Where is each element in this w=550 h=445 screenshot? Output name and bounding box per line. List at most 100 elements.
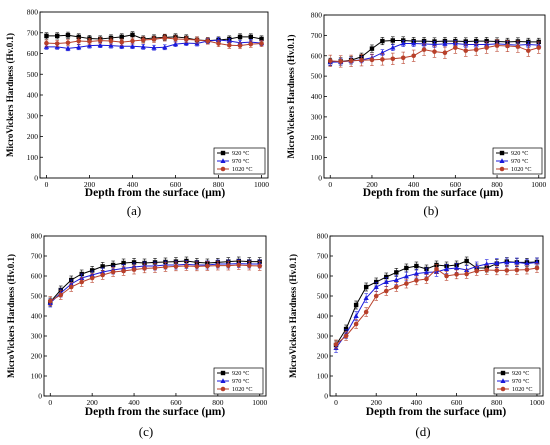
y-tick-label: 300 bbox=[31, 332, 43, 341]
data-point bbox=[383, 279, 389, 284]
x-tick-label: 200 bbox=[87, 398, 99, 407]
data-point bbox=[172, 41, 179, 47]
y-tick-label: 700 bbox=[31, 252, 43, 261]
y-tick-label: 400 bbox=[27, 91, 39, 100]
x-tick-label: 1000 bbox=[529, 398, 544, 407]
data-point bbox=[514, 259, 520, 265]
data-point bbox=[390, 44, 396, 50]
chart-panel-b: 0 100 200 300 400 500 600 700 800 0 200 400 600 800 10… bbox=[280, 0, 550, 222]
legend-marker bbox=[220, 370, 226, 376]
data-point bbox=[421, 47, 427, 52]
data-point bbox=[363, 295, 369, 300]
data-point bbox=[97, 38, 103, 43]
y-tick-label: 700 bbox=[311, 31, 323, 40]
data-point bbox=[216, 41, 221, 46]
x-tick-label: 400 bbox=[408, 180, 420, 189]
y-tick-label: 600 bbox=[311, 51, 323, 60]
data-point bbox=[393, 277, 399, 282]
data-point bbox=[151, 37, 157, 42]
data-point bbox=[363, 284, 369, 290]
caption-b: (b) bbox=[423, 203, 439, 218]
data-point bbox=[110, 262, 116, 268]
data-point bbox=[54, 41, 60, 46]
data-point bbox=[119, 34, 124, 40]
data-point bbox=[65, 45, 71, 51]
x-tick-label: 600 bbox=[170, 398, 182, 407]
data-point bbox=[383, 288, 389, 294]
data-point bbox=[131, 267, 137, 272]
data-point bbox=[514, 267, 520, 273]
data-point bbox=[504, 268, 510, 273]
y-tick-label: 200 bbox=[27, 132, 39, 141]
y-tick-label: 400 bbox=[311, 92, 323, 101]
data-point bbox=[173, 36, 178, 42]
data-point bbox=[474, 263, 480, 269]
data-point bbox=[505, 43, 510, 49]
x-tick-label: 1000 bbox=[254, 180, 269, 189]
data-point bbox=[246, 263, 252, 268]
x-tick-label: 1000 bbox=[531, 180, 546, 189]
legend-label: 970 °C bbox=[232, 158, 249, 165]
x-tick-label: 0 bbox=[328, 180, 332, 189]
data-point bbox=[173, 264, 179, 269]
data-point bbox=[76, 34, 81, 40]
y-tick-label: 200 bbox=[317, 352, 329, 361]
legend-label: 920 °C bbox=[232, 150, 249, 157]
x-axis-label: Depth from the surface (μm) bbox=[85, 187, 226, 199]
data-point bbox=[474, 268, 479, 274]
legend-marker bbox=[499, 150, 505, 156]
data-point bbox=[47, 298, 53, 304]
legend-marker bbox=[499, 166, 505, 172]
x-axis-label: Depth from the surface (μm) bbox=[85, 406, 226, 418]
data-point bbox=[423, 269, 430, 275]
y-tick-label: 0 bbox=[34, 174, 38, 183]
data-point bbox=[121, 268, 126, 274]
data-point bbox=[353, 302, 359, 308]
legend-marker bbox=[500, 386, 506, 392]
x-tick-label: 800 bbox=[213, 180, 225, 189]
data-point bbox=[236, 262, 242, 268]
data-point bbox=[163, 264, 168, 270]
data-point bbox=[414, 263, 419, 269]
y-tick-label: 300 bbox=[311, 112, 323, 121]
y-tick-label: 100 bbox=[317, 372, 329, 381]
y-tick-label: 200 bbox=[311, 133, 323, 142]
legend-marker bbox=[220, 158, 226, 163]
data-point bbox=[226, 42, 232, 48]
y-tick-label: 400 bbox=[317, 312, 329, 321]
chart-panel-a: 0 100 200 300 400 500 600 700 800 0 200 400 600 800 10… bbox=[0, 0, 275, 222]
data-point bbox=[421, 41, 427, 46]
data-point bbox=[442, 41, 448, 46]
legend-label: 1020 °C bbox=[232, 386, 253, 393]
data-point bbox=[363, 309, 369, 315]
data-point bbox=[484, 261, 490, 266]
data-point bbox=[374, 279, 379, 285]
y-tick-label: 600 bbox=[27, 49, 39, 58]
data-point bbox=[353, 321, 359, 327]
data-point bbox=[373, 293, 379, 299]
y-tick-label: 800 bbox=[27, 8, 39, 17]
y-tick-label: 300 bbox=[27, 111, 39, 120]
y-tick-label: 600 bbox=[317, 272, 329, 281]
chart-d: 0 100 200 300 400 500 600 700 800 0 200 400 600 800 10… bbox=[288, 232, 545, 418]
x-tick-label: 800 bbox=[212, 398, 224, 407]
data-point bbox=[484, 267, 490, 273]
data-point bbox=[534, 265, 540, 271]
legend-label: 1020 °C bbox=[511, 166, 532, 173]
data-point bbox=[494, 268, 500, 273]
data-point bbox=[44, 33, 49, 39]
y-axis-label: MicroVickers Hardness (Hv.0.1) bbox=[5, 33, 15, 157]
data-point bbox=[237, 34, 243, 40]
data-point bbox=[534, 259, 540, 265]
data-point bbox=[464, 258, 469, 264]
data-point bbox=[162, 35, 168, 41]
caption-a: (a) bbox=[126, 203, 142, 218]
data-point bbox=[140, 44, 146, 49]
data-point bbox=[151, 44, 157, 50]
data-point bbox=[442, 50, 448, 55]
data-point bbox=[515, 44, 521, 49]
data-point bbox=[390, 56, 396, 62]
data-point bbox=[108, 42, 114, 48]
data-point bbox=[110, 269, 116, 275]
chart-panel-c: 0 100 200 300 400 500 600 700 800 0 200 400 600 800 10… bbox=[0, 228, 275, 445]
